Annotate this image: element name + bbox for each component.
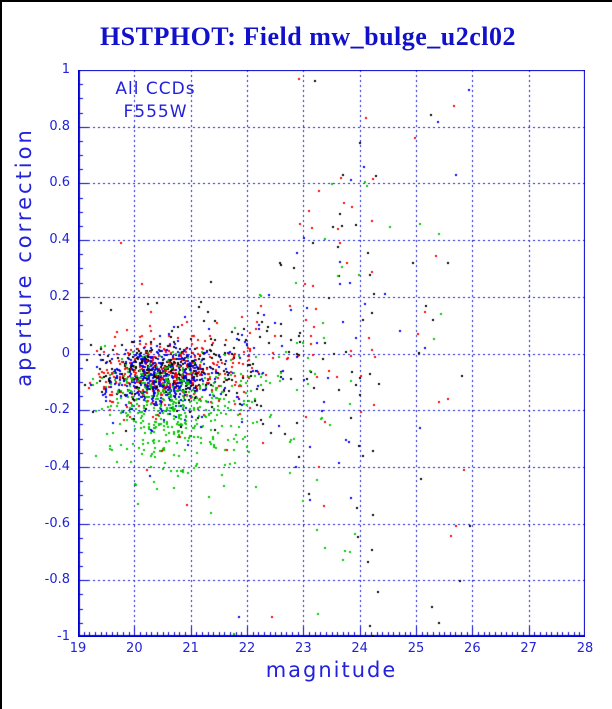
y-tick-label: 0.2 [49, 288, 70, 304]
y-tick-label: -0.4 [44, 458, 70, 474]
y-tick-label: 0.8 [49, 118, 70, 134]
x-tick-label: 28 [576, 641, 594, 656]
x-tick-label: 19 [69, 641, 87, 656]
legend-line-filter: F555W [123, 102, 188, 122]
y-tick-label: -0.8 [44, 572, 70, 588]
scatter-points-canvas [78, 70, 585, 637]
x-tick-label: 24 [351, 641, 368, 656]
x-tick-label: 26 [464, 641, 481, 656]
x-tick-label: 22 [238, 641, 256, 656]
x-tick-label: 21 [182, 641, 199, 656]
legend-annotation: All CCDs F555W [98, 78, 213, 124]
x-axis-label: magnitude [265, 658, 398, 682]
y-tick-label: -0.6 [44, 515, 70, 531]
x-tick-label: 20 [126, 641, 143, 656]
plot-area [78, 70, 585, 637]
y-tick-label: 0 [61, 345, 70, 361]
y-tick-label: 1 [61, 62, 70, 77]
y-tick-label: 0.4 [49, 232, 70, 248]
x-tick-label: 25 [407, 641, 425, 656]
x-tick-label: 27 [520, 641, 537, 656]
y-tick-label: -1 [57, 629, 70, 644]
legend-line-all-ccds: All CCDs [115, 79, 196, 99]
chart-title: HSTPHOT: Field mw_bulge_u2cl02 [99, 22, 517, 51]
y-tick-label: 0.6 [49, 175, 70, 191]
y-tick-label: -0.2 [44, 402, 70, 418]
x-tick-label: 23 [295, 641, 312, 656]
